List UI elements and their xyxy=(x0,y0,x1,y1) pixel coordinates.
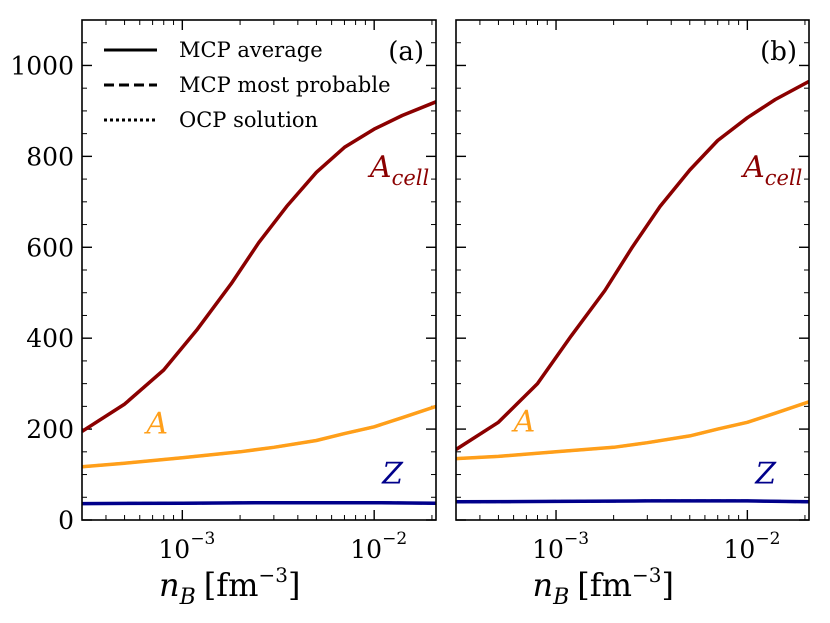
y-tick-label: 400 xyxy=(26,324,74,353)
x-tick-exponent: −2 xyxy=(382,529,407,549)
y-tick-label: 800 xyxy=(26,142,74,171)
legend-label: MCP most probable xyxy=(179,73,391,97)
panel-label: (b) xyxy=(760,37,797,67)
curve-label-A_cell: Acell xyxy=(740,150,802,190)
series-A_cell-solid xyxy=(456,79,809,451)
x-tick-label: 10 xyxy=(350,535,382,564)
x-tick-exponent: −2 xyxy=(755,529,780,549)
x-axis-label: nB [fm−3] xyxy=(533,563,674,610)
y-tick-label: 600 xyxy=(26,233,74,262)
series-A-dotted xyxy=(456,400,809,460)
series-Z-dotted xyxy=(456,499,809,504)
series-A_cell-dotted xyxy=(456,80,809,451)
series-Z-dotted xyxy=(82,501,436,505)
curve-label-Z: Z xyxy=(754,457,777,492)
series-A-dashed xyxy=(456,400,809,461)
x-tick-label: 10 xyxy=(158,535,190,564)
legend: MCP average MCP most probable OCP solution xyxy=(104,38,391,132)
curve-label-Z: Z xyxy=(381,457,404,492)
legend-label: OCP solution xyxy=(179,108,318,132)
y-tick-label: 200 xyxy=(26,415,74,444)
series-A_cell-dashed xyxy=(82,100,436,433)
curve-label-A: A xyxy=(143,407,168,442)
series-A-dashed xyxy=(82,404,436,469)
curve-label-A: A xyxy=(511,404,536,439)
legend-label: MCP average xyxy=(179,38,323,62)
x-tick-exponent: −3 xyxy=(564,529,589,549)
y-tick-label: 0 xyxy=(58,506,74,535)
curve-label-A_cell: Acell xyxy=(367,150,429,190)
series-A-dotted xyxy=(82,405,436,469)
axes-frame xyxy=(455,19,810,521)
x-axis-label: nB [fm−3] xyxy=(159,563,300,610)
y-tick-label: 1000 xyxy=(10,51,74,80)
x-tick-label: 10 xyxy=(532,535,564,564)
x-tick-label: 10 xyxy=(723,535,755,564)
series-A_cell-dotted xyxy=(82,100,436,433)
panel-label: (a) xyxy=(388,37,424,67)
x-tick-exponent: −3 xyxy=(190,529,215,549)
axes-frame xyxy=(81,19,437,521)
series-A_cell-dashed xyxy=(456,80,809,451)
